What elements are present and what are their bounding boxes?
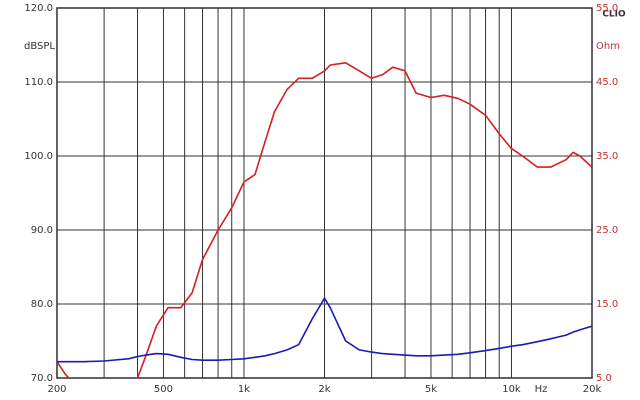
y-tick-label: 80.0 [31, 299, 53, 310]
series-line [57, 62, 592, 378]
x-tick-label: 20k [583, 384, 602, 395]
y2-tick-label: 15.0 [596, 299, 618, 310]
y2-tick-label: 35.0 [596, 151, 618, 162]
y-tick-label: 90.0 [31, 225, 53, 236]
lines [57, 62, 592, 378]
y2-tick-label: 45.0 [596, 77, 618, 88]
y-tick-label: 110.0 [24, 77, 53, 88]
x-tick-label: 1k [238, 384, 250, 395]
series-line [57, 297, 592, 363]
x-tick-label: 500 [154, 384, 173, 395]
x-tick-label: 5k [425, 384, 437, 395]
annotation: CLIO [602, 10, 626, 20]
x-tick-label: 10k [502, 384, 521, 395]
x-tick-label: 2k [318, 384, 330, 395]
grid [56, 7, 593, 379]
y-tick-label: 120.0 [24, 3, 53, 14]
y2-axis-label: Ohm [596, 41, 620, 52]
y2-tick-label: 55.0 [596, 3, 618, 14]
x-axis-label: Hz [535, 384, 548, 395]
y-tick-label: 70.0 [31, 373, 53, 384]
y-tick-label: 100.0 [24, 151, 53, 162]
y-axis-label: dBSPL [24, 41, 55, 52]
y2-tick-label: 5.0 [596, 373, 612, 384]
y2-tick-label: 25.0 [596, 225, 618, 236]
x-tick-label: 200 [47, 384, 66, 395]
